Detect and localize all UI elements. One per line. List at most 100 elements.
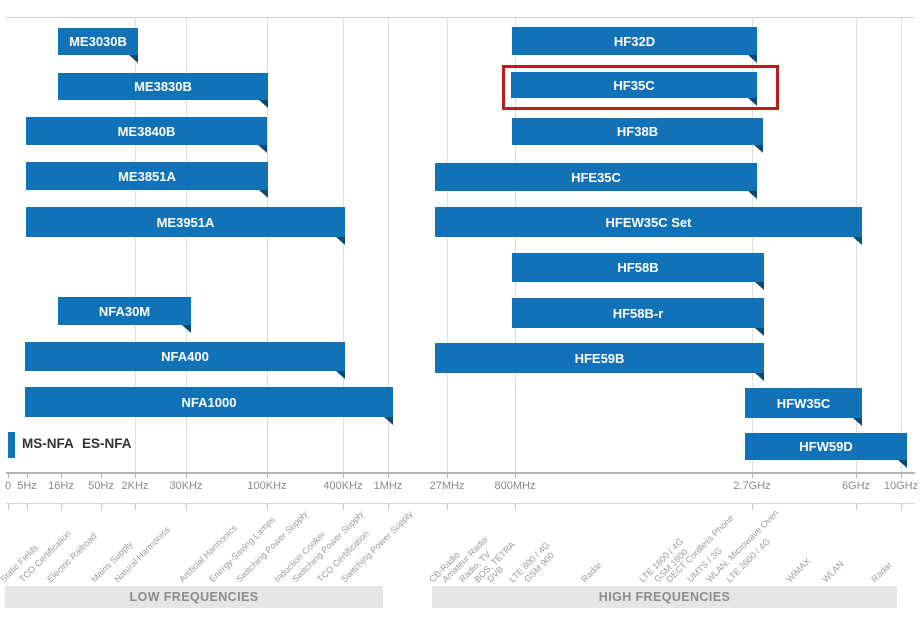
axis-tick	[856, 473, 857, 478]
bar-corner-notch	[748, 191, 757, 199]
bar-corner-notch	[748, 98, 757, 106]
device-bar-me3830b: ME3830B	[58, 73, 268, 108]
axis-tick	[27, 473, 28, 478]
device-bar-label: HFW35C	[776, 395, 831, 411]
axis-tick-label: 16Hz	[48, 480, 74, 492]
usage-label: Radar	[579, 559, 604, 585]
chart-top-border-line	[6, 17, 915, 18]
ms-nfa-legend-label: MS-NFA ES-NFA	[22, 436, 132, 451]
usage-ruler-tick	[856, 503, 857, 510]
usage-label: WLAN	[820, 558, 846, 585]
bar-corner-notch	[853, 237, 862, 245]
usage-ruler-tick	[8, 503, 9, 510]
axis-tick	[752, 473, 753, 478]
device-bar-label: HFE59B	[574, 350, 625, 366]
bar-corner-notch	[754, 145, 763, 153]
bar-corner-notch	[336, 237, 345, 245]
usage-ruler-tick	[61, 503, 62, 510]
bar-corner-notch	[755, 373, 764, 381]
usage-ruler-tick	[135, 503, 136, 510]
bar-corner-notch	[258, 145, 267, 153]
axis-tick-label: 5Hz	[17, 480, 37, 492]
usage-ruler-tick	[186, 503, 187, 510]
axis-tick-label: 1MHz	[373, 480, 403, 492]
device-bar-hf58b-r: HF58B-r	[512, 298, 764, 336]
device-bar-label: HFE35C	[571, 169, 621, 185]
axis-tick	[901, 473, 902, 478]
device-bar-hfew35c-set: HFEW35C Set	[435, 207, 862, 245]
bar-corner-notch	[259, 100, 268, 108]
device-bar-hf35c: HF35C	[511, 72, 757, 106]
usage-ruler-line	[6, 503, 915, 504]
bar-corner-notch	[384, 417, 393, 425]
gridline	[856, 17, 857, 472]
axis-tick	[101, 473, 102, 478]
axis-tick	[515, 473, 516, 478]
bar-corner-notch	[755, 328, 764, 336]
hf35c-highlight-box	[502, 65, 779, 110]
device-bar-label: ME3951A	[156, 214, 215, 230]
usage-ruler-tick	[101, 503, 102, 510]
usage-ruler-tick	[343, 503, 344, 510]
gridline	[186, 17, 187, 472]
axis-tick	[447, 473, 448, 478]
usage-ruler-tick	[27, 503, 28, 510]
device-bar-me3951a: ME3951A	[26, 207, 345, 245]
device-bar-label: ME3830B	[134, 79, 192, 94]
gridline	[135, 17, 136, 472]
axis-tick	[267, 473, 268, 478]
axis-tick-label: 2.7GHz	[733, 480, 771, 492]
high-frequencies-band: HIGH FREQUENCIES	[432, 586, 897, 608]
bar-corner-notch	[755, 282, 764, 290]
device-bar-label: ME3851A	[118, 168, 176, 184]
bar-corner-notch	[182, 325, 191, 333]
bar-corner-notch	[853, 418, 862, 426]
device-bar-nfa30m: NFA30M	[58, 297, 191, 333]
device-bar-me3840b: ME3840B	[26, 117, 267, 153]
low-frequencies-band-label: LOW FREQUENCIES	[129, 590, 259, 604]
frequency-axis-line	[6, 472, 915, 474]
axis-tick	[61, 473, 62, 478]
ms-nfa-legend-swatch	[8, 432, 15, 458]
axis-tick	[8, 473, 9, 478]
device-bar-nfa1000: NFA1000	[25, 387, 393, 425]
device-bar-label: NFA30M	[98, 303, 151, 319]
axis-tick-label: 2KHz	[121, 480, 149, 492]
device-bar-label: HF35C	[613, 77, 655, 93]
axis-tick-label: 800MHz	[494, 480, 536, 492]
device-bar-hfe35c: HFE35C	[435, 163, 757, 199]
device-bar-hf58b: HF58B	[512, 253, 764, 290]
axis-tick-label: 6GHz	[841, 480, 871, 492]
device-bar-label: HF58B-r	[612, 305, 664, 321]
bar-corner-notch	[129, 55, 138, 63]
device-bar-label: ME3840B	[117, 123, 176, 139]
device-bar-hf32d: HF32D	[512, 27, 757, 63]
axis-tick	[343, 473, 344, 478]
device-bar-label: NFA1000	[181, 394, 237, 410]
axis-tick-label: 27MHz	[429, 480, 465, 492]
bar-corner-notch	[336, 371, 345, 379]
gridline	[752, 17, 753, 472]
axis-tick	[186, 473, 187, 478]
axis-tick-label: 30KHz	[169, 480, 203, 492]
usage-ruler-tick	[267, 503, 268, 510]
gridline	[388, 17, 389, 472]
gridline	[267, 17, 268, 472]
device-bar-label: ME3030B	[69, 34, 127, 49]
device-bar-me3851a: ME3851A	[26, 162, 268, 198]
device-bar-label: HFEW35C Set	[605, 214, 692, 230]
axis-tick-label: 0	[4, 480, 12, 492]
device-bar-hfe59b: HFE59B	[435, 343, 764, 381]
axis-tick-label: 100KHz	[247, 480, 287, 492]
axis-tick-label: 10GHz	[883, 480, 919, 492]
low-frequencies-band: LOW FREQUENCIES	[5, 586, 383, 608]
bar-corner-notch	[259, 190, 268, 198]
device-bar-hf38b: HF38B	[512, 118, 763, 153]
gridline	[343, 17, 344, 472]
device-bar-nfa400: NFA400	[25, 342, 345, 379]
usage-ruler-tick	[447, 503, 448, 510]
gridline	[515, 17, 516, 472]
